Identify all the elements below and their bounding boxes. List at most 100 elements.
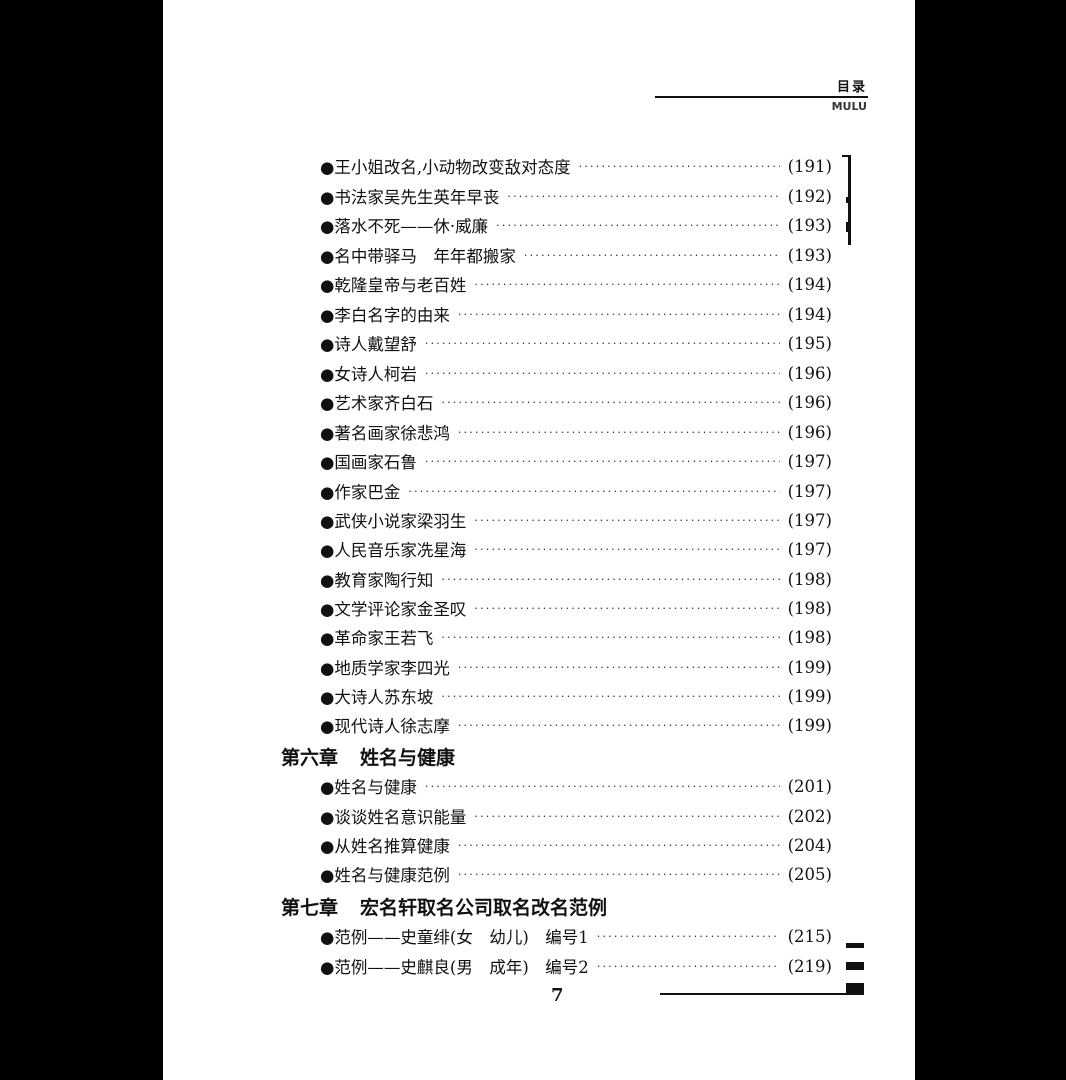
chapter-heading: 第七章 宏名轩取名公司取名改名范例 [281,893,607,920]
dot-leader [597,930,780,943]
toc-entry-page: (196) [787,422,832,442]
toc-entry-title: ●书法家吴先生英年早丧 [320,188,500,207]
toc-entry-title: ●范例——史童绯(女 幼儿) 编号1 [320,928,589,947]
toc-entry[interactable]: ●名中带驿马 年年都搬家 (193) [320,243,832,267]
dot-leader [458,308,780,321]
dot-leader [425,337,780,350]
toc-entry-title: ●姓名与健康范例 [320,866,450,885]
dot-leader [441,573,779,586]
dot-leader [441,631,779,644]
toc-entry-title: ●艺术家齐白石 [320,394,434,413]
toc-entry[interactable]: ●从姓名推算健康 (204) [320,833,832,857]
toc-entry[interactable]: ●武侠小说家梁羽生 (197) [320,508,832,532]
toc-entry-title: ●诗人戴望舒 [320,335,417,354]
toc-entry[interactable]: ●范例——史麒良(男 成年) 编号2 (219) [320,954,832,978]
toc-entry-title: ●现代诗人徐志摩 [320,717,450,736]
toc-entry[interactable]: ●姓名与健康 (201) [320,774,832,798]
toc-entry[interactable]: ●王小姐改名,小动物改变敌对态度 (191) [320,154,832,178]
chapter-title: 姓名与健康 [360,747,456,769]
toc-entry[interactable]: ●国画家石鲁 (197) [320,449,832,473]
dot-leader [458,719,780,732]
toc-entry-title: ●地质学家李四光 [320,659,450,678]
toc-entry-page: (198) [787,627,832,647]
dot-leader [458,426,780,439]
toc-entry[interactable]: ●人民音乐家冼星海 (197) [320,537,832,561]
dot-leader [597,960,780,973]
toc-entry[interactable]: ●大诗人苏东坡 (199) [320,684,832,708]
toc-entry[interactable]: ●姓名与健康范例 (205) [320,862,832,886]
dot-leader [425,455,780,468]
dot-leader [441,690,779,703]
toc-entry-title: ●作家巴金 [320,483,401,502]
toc-entry-title: ●落水不死——休·威廉 [320,217,489,236]
toc-entry-page: (193) [787,215,832,235]
toc-entry[interactable]: ●著名画家徐悲鸿 (196) [320,420,832,444]
thumb-index-mark [846,983,864,995]
toc-entry[interactable]: ●诗人戴望舒 (195) [320,331,832,355]
toc-entry-title: ●著名画家徐悲鸿 [320,424,450,443]
toc-entry-page: (196) [787,363,832,383]
toc-entry-title: ●姓名与健康 [320,778,417,797]
toc-entry-page: (204) [787,835,832,855]
header-rule [655,96,868,98]
toc-entry-title: ●女诗人柯岩 [320,365,417,384]
toc-entry[interactable]: ●乾隆皇帝与老百姓 (194) [320,272,832,296]
chapter-heading: 第六章 姓名与健康 [281,743,455,770]
toc-entry-title: ●人民音乐家冼星海 [320,541,467,560]
toc-entry[interactable]: ●革命家王若飞 (198) [320,625,832,649]
toc-entry[interactable]: ●文学评论家金圣叹 (198) [320,596,832,620]
toc-entry[interactable]: ●女诗人柯岩 (196) [320,361,832,385]
toc-entry-title: ●大诗人苏东坡 [320,688,434,707]
toc-entry-title: ●李白名字的由来 [320,306,450,325]
toc-entry-page: (194) [787,274,832,294]
thumb-index-mark [846,943,864,948]
footer-rule [660,993,850,995]
toc-entry-title: ●谈谈姓名意识能量 [320,808,467,827]
toc-entry-page: (199) [787,686,832,706]
dot-leader [458,661,780,674]
toc-entry-page: (194) [787,304,832,324]
thumb-index-mark [842,155,850,157]
toc-entry[interactable]: ●地质学家李四光 (199) [320,655,832,679]
toc-entry-page: (202) [787,806,832,826]
dot-leader [474,810,779,823]
dot-leader [458,868,780,881]
thumb-index-mark [846,197,851,203]
toc-entry[interactable]: ●李白名字的由来 (194) [320,302,832,326]
toc-entry-title: ●范例——史麒良(男 成年) 编号2 [320,958,589,977]
toc-entry-title: ●王小姐改名,小动物改变敌对态度 [320,158,571,177]
toc-entry[interactable]: ●教育家陶行知 (198) [320,567,832,591]
toc-entry-page: (197) [787,451,832,471]
dot-leader [425,367,780,380]
toc-entry[interactable]: ●范例——史童绯(女 幼儿) 编号1 (215) [320,924,832,948]
dot-leader [507,190,779,203]
toc-entry[interactable]: ●书法家吴先生英年早丧 (192) [320,184,832,208]
toc-entry-title: ●文学评论家金圣叹 [320,600,467,619]
chapter-number: 第六章 [281,747,339,769]
toc-entry-page: (197) [787,539,832,559]
dot-leader [474,602,779,615]
toc-entry-title: ●教育家陶行知 [320,571,434,590]
dot-leader [458,839,780,852]
toc-entry[interactable]: ●现代诗人徐志摩 (199) [320,713,832,737]
toc-entry-page: (196) [787,392,832,412]
toc-entry-page: (199) [787,715,832,735]
page-number: 7 [551,985,564,1006]
toc-entry[interactable]: ●艺术家齐白石 (196) [320,390,832,414]
toc-entry-page: (198) [787,598,832,618]
running-header-title: 目录 [836,80,867,95]
toc-entry-page: (205) [787,864,832,884]
toc-entry[interactable]: ●谈谈姓名意识能量 (202) [320,804,832,828]
toc-entry-page: (192) [787,186,832,206]
running-header-subtitle: MULU [831,100,867,113]
toc-entry[interactable]: ●落水不死——休·威廉 (193) [320,213,832,237]
dot-leader [474,543,779,556]
chapter-number: 第七章 [281,897,339,919]
dot-leader [441,396,779,409]
toc-entry[interactable]: ●作家巴金 (197) [320,479,832,503]
toc-entry-title: ●名中带驿马 年年都搬家 [320,247,516,266]
toc-entry-page: (199) [787,657,832,677]
dot-leader [579,160,780,173]
toc-entry-page: (201) [787,776,832,796]
toc-entry-title: ●从姓名推算健康 [320,837,450,856]
